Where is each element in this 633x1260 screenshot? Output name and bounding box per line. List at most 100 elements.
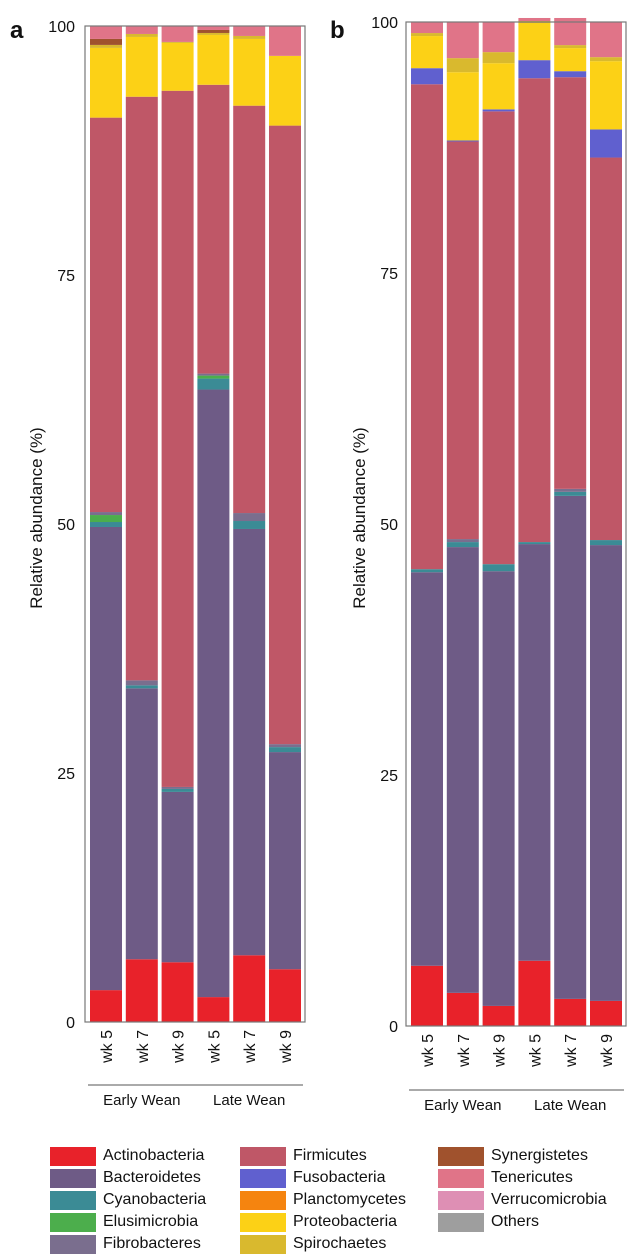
bar-segment-cyanobacteria (590, 540, 622, 546)
bar-segment-actinobacteria (590, 1000, 622, 1026)
bar-segment-proteobacteria (518, 23, 551, 61)
bar-segment-spirochaetes (197, 32, 230, 35)
bar-segment-cyanobacteria (482, 564, 515, 572)
y-tick-label: 100 (371, 15, 398, 32)
bar-segment-spirochaetes (161, 41, 194, 43)
bar-segment-bacteroidetes (518, 544, 551, 961)
bar-segment-cyanobacteria (411, 569, 443, 573)
bar-segment-proteobacteria (90, 47, 122, 118)
bar-segment-fusobacteria (482, 109, 515, 112)
bar-segment-firmicutes (161, 90, 194, 787)
x-tick-label: wk 5 (420, 1034, 437, 1068)
group-label: Early Wean (424, 1097, 501, 1114)
bar-segment-actinobacteria (482, 1005, 515, 1026)
bar-segment-bacteroidetes (90, 526, 122, 991)
bar-segment-tenericutes (482, 22, 515, 53)
plot-frame (405, 21, 627, 1027)
bar-segment-proteobacteria (446, 72, 479, 141)
bar-segment-cyanobacteria (446, 542, 479, 548)
y-axis-label: Relative abundance (%) (350, 427, 369, 608)
x-tick-label: wk 7 (242, 1030, 259, 1064)
bar-segment-fibrobacteres (233, 513, 266, 522)
x-tick-label: wk 9 (492, 1034, 509, 1068)
x-tick-label: wk 9 (599, 1034, 616, 1068)
x-tick-label: wk 5 (527, 1034, 544, 1068)
bar-segment-proteobacteria (125, 36, 158, 97)
bar-segment-bacteroidetes (446, 547, 479, 993)
bar-segment-synergistetes (197, 29, 230, 33)
bar-segment-bacteroidetes (197, 389, 230, 998)
bar-segment-firmicutes (125, 96, 158, 681)
bar-segment-actinobacteria (411, 965, 443, 1026)
bar-segment-firmicutes (554, 77, 587, 489)
bar-segment-cyanobacteria (269, 747, 301, 753)
bar-segment-actinobacteria (554, 998, 587, 1026)
bar-segment-proteobacteria (482, 63, 515, 110)
bar-segment-proteobacteria (233, 38, 266, 106)
bar-segment-spirochaetes (125, 33, 158, 37)
bar-segment-proteobacteria (269, 55, 301, 126)
bar-segment-proteobacteria (590, 61, 622, 130)
chart-panel-b: b Relative abundance (%) 0 25 50 75 100 wk 5 wk … (330, 15, 627, 1114)
bar-segment-firmicutes (90, 117, 122, 513)
chart-panel-a: a Relative abundance (%) 0 25 50 75 100 wk 5 wk … (10, 17, 306, 1109)
bar-segment-fibrobacteres (125, 680, 158, 686)
bar-segment-bacteroidetes (269, 752, 301, 970)
bar-segment-bacteroidetes (411, 572, 443, 966)
bar-segment-spirochaetes (90, 44, 122, 48)
bar-segment-fibrobacteres (197, 373, 230, 376)
bar-segment-bacteroidetes (233, 528, 266, 956)
y-tick-label: 0 (66, 1015, 75, 1032)
bar-segment-cyanobacteria (90, 522, 122, 527)
bar-segment-firmicutes (411, 84, 443, 570)
bar-segment-elusimicrobia (90, 515, 122, 523)
group-label: Late Wean (213, 1092, 285, 1109)
bar-segment-bacteroidetes (125, 688, 158, 960)
bar-segment-bacteroidetes (590, 545, 622, 1001)
panel-letter: b (330, 17, 345, 44)
bar-segment-spirochaetes (590, 57, 622, 62)
panel-letter: a (10, 17, 24, 44)
bar-segment-cyanobacteria (125, 685, 158, 689)
bar-segment-firmicutes (482, 111, 515, 565)
bar-segment-tenericutes (90, 26, 122, 39)
x-tick-label: wk 9 (278, 1030, 295, 1064)
bar-segment-actinobacteria (446, 992, 479, 1026)
y-tick-label: 50 (57, 517, 75, 534)
bar-segment-actinobacteria (197, 997, 230, 1022)
bar-segment-fusobacteria (518, 60, 551, 79)
bar-segment-fibrobacteres (90, 512, 122, 516)
bar-segment-tenericutes (125, 26, 158, 34)
plot-frame (84, 25, 306, 1023)
bar-segment-fibrobacteres (554, 488, 587, 492)
bar-segment-actinobacteria (269, 969, 301, 1022)
bar-segment-fusobacteria (590, 129, 622, 158)
bar-segment-spirochaetes (233, 35, 266, 39)
y-tick-label: 25 (380, 768, 398, 785)
bar-segment-firmicutes (518, 78, 551, 543)
bar-segment-fusobacteria (554, 71, 587, 78)
bar-segment-bacteroidetes (482, 571, 515, 1006)
y-tick-label: 50 (380, 517, 398, 534)
group-label: Late Wean (534, 1097, 606, 1114)
bar-segment-tenericutes (518, 17, 551, 21)
bar-segment-tenericutes (161, 26, 194, 42)
bar-segment-spirochaetes (482, 52, 515, 64)
bar-segment-synergistetes (90, 38, 122, 45)
bar-segment-spirochaetes (411, 33, 443, 37)
x-tick-label: wk 7 (135, 1030, 152, 1064)
bar-segment-fusobacteria (411, 68, 443, 85)
group-label: Early Wean (103, 1092, 180, 1109)
x-tick-label: wk 7 (456, 1034, 473, 1068)
x-tick-label: wk 7 (563, 1034, 580, 1068)
bar-segment-firmicutes (446, 141, 479, 540)
bar-segment-proteobacteria (161, 42, 194, 91)
bar-segment-proteobacteria (197, 34, 230, 85)
bar-segment-cyanobacteria (554, 491, 587, 496)
y-tick-label: 75 (57, 268, 75, 285)
bar-segment-cyanobacteria (197, 378, 230, 390)
bar-segment-actinobacteria (90, 990, 122, 1022)
bar-segment-spirochaetes (446, 58, 479, 73)
bar-segment-tenericutes (446, 22, 479, 59)
